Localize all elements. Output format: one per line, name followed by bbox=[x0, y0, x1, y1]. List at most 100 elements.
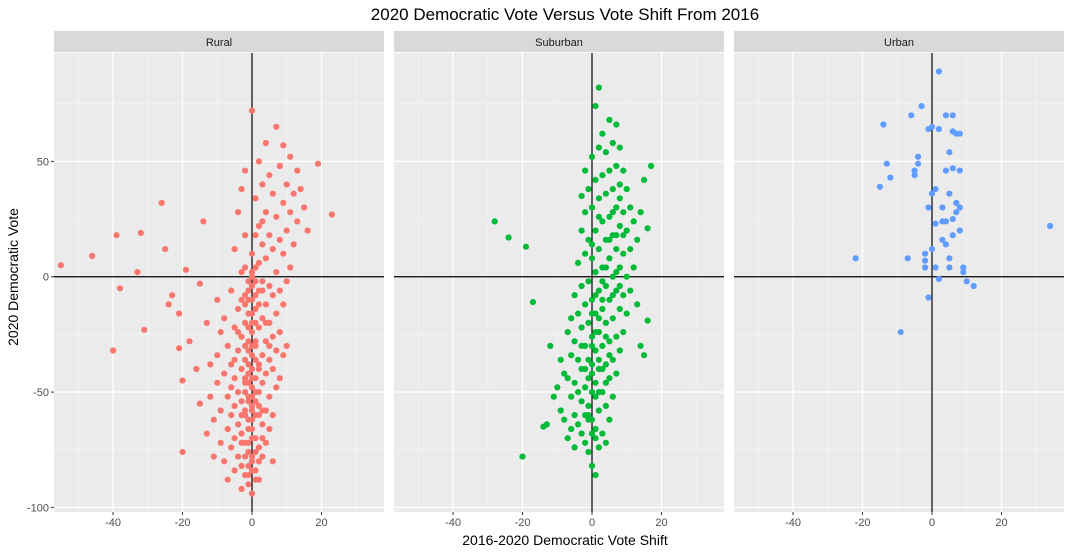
data-point bbox=[904, 255, 911, 262]
data-point bbox=[242, 389, 249, 396]
data-point bbox=[231, 402, 238, 409]
data-point bbox=[582, 250, 589, 257]
data-point bbox=[248, 467, 256, 474]
data-point bbox=[585, 402, 592, 409]
x-tick-label: 0 bbox=[249, 517, 255, 529]
data-point bbox=[252, 264, 259, 271]
data-point bbox=[564, 329, 571, 336]
data-point bbox=[575, 389, 582, 396]
data-point bbox=[110, 347, 117, 354]
data-point bbox=[179, 448, 186, 456]
data-point bbox=[588, 310, 596, 317]
data-point bbox=[248, 407, 256, 414]
data-point bbox=[287, 264, 294, 271]
data-point bbox=[949, 112, 956, 119]
data-point bbox=[599, 130, 606, 137]
data-point bbox=[491, 218, 498, 225]
data-point bbox=[571, 338, 578, 345]
data-point bbox=[588, 361, 596, 368]
data-point bbox=[956, 130, 963, 137]
data-point bbox=[588, 430, 596, 437]
data-point bbox=[137, 229, 144, 236]
data-point bbox=[235, 329, 242, 336]
data-points bbox=[852, 68, 1054, 336]
data-point bbox=[592, 393, 599, 400]
data-point bbox=[203, 430, 210, 437]
data-point bbox=[252, 292, 259, 299]
data-point bbox=[269, 246, 276, 253]
data-point bbox=[592, 176, 599, 183]
data-point bbox=[578, 430, 585, 437]
data-point bbox=[228, 384, 235, 391]
data-point bbox=[599, 342, 606, 349]
chart-title: 2020 Democratic Vote Versus Vote Shift F… bbox=[371, 5, 759, 24]
data-point bbox=[224, 342, 231, 349]
data-point bbox=[613, 269, 620, 276]
data-point bbox=[592, 227, 599, 234]
data-point bbox=[196, 280, 203, 287]
data-point bbox=[259, 287, 266, 294]
data-point bbox=[561, 370, 568, 377]
data-point bbox=[259, 315, 266, 322]
facet-strip bbox=[734, 31, 1064, 52]
data-point bbox=[908, 112, 915, 119]
data-point bbox=[280, 301, 287, 308]
data-point bbox=[561, 416, 568, 423]
data-point bbox=[273, 384, 280, 391]
data-point bbox=[224, 425, 231, 433]
data-point bbox=[578, 324, 585, 331]
data-point bbox=[259, 421, 266, 428]
data-point bbox=[588, 255, 596, 262]
data-point bbox=[602, 439, 610, 446]
data-point bbox=[269, 333, 276, 340]
data-point bbox=[262, 439, 269, 446]
data-point bbox=[599, 305, 606, 313]
data-point bbox=[585, 448, 592, 456]
data-point bbox=[616, 181, 623, 188]
data-point bbox=[946, 149, 953, 156]
data-point bbox=[627, 204, 634, 211]
data-point bbox=[248, 269, 256, 276]
data-point bbox=[602, 149, 610, 156]
data-point bbox=[609, 292, 616, 299]
x-axis-title: 2016-2020 Democratic Vote Shift bbox=[462, 532, 668, 548]
data-point bbox=[242, 375, 249, 382]
data-point bbox=[606, 213, 613, 220]
data-point bbox=[609, 139, 616, 147]
data-point bbox=[248, 393, 256, 400]
data-point bbox=[259, 352, 266, 359]
data-point bbox=[238, 430, 245, 437]
data-point bbox=[595, 287, 603, 294]
data-point bbox=[623, 186, 630, 193]
data-point bbox=[932, 264, 939, 271]
data-point bbox=[575, 310, 582, 317]
data-point bbox=[613, 162, 620, 170]
data-point bbox=[235, 421, 242, 428]
data-point bbox=[248, 342, 256, 349]
data-point bbox=[245, 481, 252, 488]
data-point bbox=[915, 153, 922, 160]
data-point bbox=[956, 204, 963, 211]
data-point bbox=[602, 264, 610, 271]
data-point bbox=[609, 356, 616, 363]
data-point bbox=[238, 333, 245, 340]
data-point bbox=[648, 162, 655, 170]
data-point bbox=[519, 453, 526, 460]
data-point bbox=[599, 365, 606, 373]
facet-strip-label: Rural bbox=[206, 37, 232, 49]
y-axis-title: 2020 Democratic Vote bbox=[5, 208, 21, 346]
data-point bbox=[248, 329, 256, 336]
data-point bbox=[616, 195, 623, 202]
data-point bbox=[606, 255, 613, 262]
data-point bbox=[276, 287, 283, 294]
data-point bbox=[169, 292, 176, 299]
data-point bbox=[883, 160, 890, 167]
data-point bbox=[932, 220, 939, 227]
data-point bbox=[606, 167, 613, 174]
data-point bbox=[245, 278, 252, 285]
data-point bbox=[228, 412, 235, 419]
data-point bbox=[245, 425, 252, 433]
data-point bbox=[616, 144, 623, 151]
data-point bbox=[557, 407, 564, 414]
